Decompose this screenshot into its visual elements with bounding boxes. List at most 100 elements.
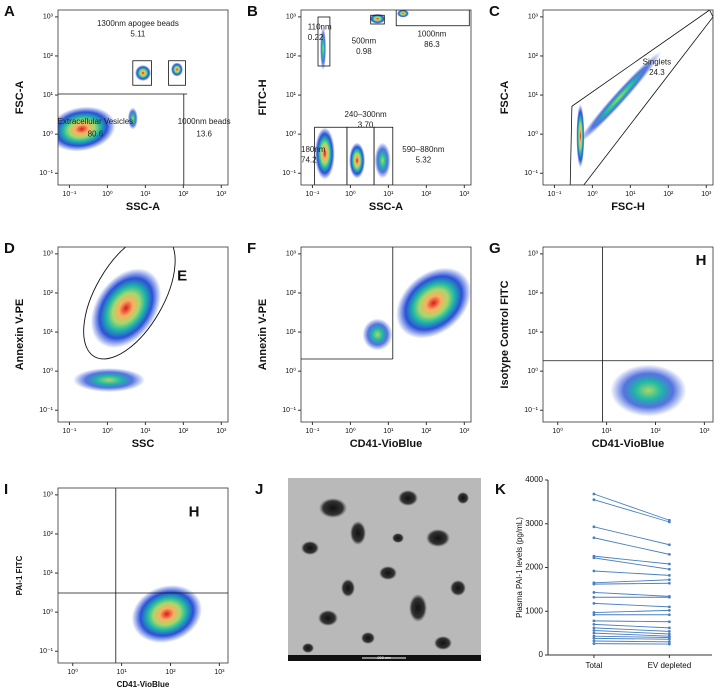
pair-line [593,623,670,629]
gate [569,10,713,185]
density-area [543,247,713,422]
vesicle [450,580,466,596]
panel-letter: A [4,3,15,20]
pair-point [667,605,671,609]
y-tick-label: 10⁰ [527,367,538,375]
x-axis-label: CD41-VioBlue [350,438,423,450]
y-tick-label: 3000 [525,519,543,528]
annotation: 590–880nm [402,145,445,154]
pair-line [593,570,670,576]
x-tick-label: 10² [165,669,176,676]
pair-point [592,611,596,614]
panel-letter: K [495,481,506,498]
pair-line [593,630,670,635]
plot [543,247,713,422]
x-axis-label: SSC-A [369,201,403,213]
x-tick-label: 10⁰ [345,190,356,198]
x-axis-label: SSC-A [126,201,160,213]
plot [314,10,470,185]
pair-line [593,555,670,565]
pair-point [592,498,596,502]
pair-point [592,582,596,586]
x-tick-label: 10¹ [625,191,636,198]
pair-point [667,543,671,547]
x-tick-label: 10¹ [140,191,151,198]
pair-point [667,581,671,585]
density-area [314,10,470,185]
y-tick-label: 2000 [525,563,543,572]
pair-point [667,640,671,644]
plot-frame [57,246,229,423]
pair-point [667,637,671,641]
pair-point [667,520,671,524]
y-tick-label: 10² [43,53,54,60]
x-tick-label: 10⁰ [345,427,356,435]
x-tick-label: Total [585,661,602,670]
x-tick-label: 10³ [459,191,470,198]
annotation: Singlets [643,58,671,67]
x-axis-label: FSC-H [611,201,645,213]
pair-point [667,578,671,582]
density-area [58,60,188,185]
y-axis-label: FSC-A [499,81,511,115]
panel-letter: F [247,240,256,257]
vesicle [319,498,347,518]
y-axis-label: Annexin V-PE [257,299,269,371]
annotation: H [189,503,200,520]
x-tick-label: 10⁻¹ [548,191,562,198]
density-cloud [90,268,162,349]
x-tick-label: 10² [178,191,189,198]
y-tick-label: 10² [43,531,54,538]
pair-point [592,642,596,646]
pair-point [592,601,596,605]
y-tick-label: 10² [43,290,54,297]
y-tick-label: 10⁻¹ [39,648,53,655]
annotation: 5.11 [130,30,146,39]
annotation: 74.2 [301,156,317,165]
y-axis-label: Isotype Control FITC [499,280,511,388]
y-tick-label: 10¹ [286,329,297,336]
annotation: 13.6 [196,129,212,138]
plot [73,247,176,392]
pair-point [667,573,671,577]
plot-frame [300,9,472,186]
x-axis-label: CD41-VioBlue [592,438,665,450]
density-area [73,247,176,392]
vesicle [409,594,427,622]
pair-point [592,536,596,540]
pair-line [593,635,670,638]
pair-line [593,557,670,570]
x-tick-label: 10⁰ [102,190,113,198]
plot [58,488,228,663]
vesicle [398,490,418,506]
x-axis-label: SSC [132,438,155,450]
x-tick-label: 10⁰ [552,427,563,435]
plot-frame [542,246,714,423]
x-tick-label: 10³ [216,428,227,435]
density-area [301,247,471,360]
y-axis-label: Annexin V-PE [14,299,26,371]
y-tick-label: 10¹ [43,329,54,336]
pair-point [667,626,671,630]
pair-point [592,626,596,630]
panel-letter: I [4,481,8,498]
panel-letter: D [4,240,15,257]
x-tick-label: 10⁰ [102,427,113,435]
vesicle [350,521,366,545]
vesicle [361,632,375,644]
density-cloud [73,368,145,392]
y-tick-label: 10³ [43,14,54,21]
density-cloud [58,106,116,152]
x-tick-label: 10⁻¹ [306,191,320,198]
pair-line [593,640,670,643]
y-axis-label: PAI-1 FITC [15,555,24,595]
x-tick-label: 10⁰ [587,190,598,198]
annotation: 3.70 [358,121,374,130]
y-tick-label: 10³ [286,251,297,258]
annotation: 500nm [352,37,377,46]
vesicle [434,636,452,650]
x-tick-label: 10⁻¹ [63,191,77,198]
pair-point [667,642,671,646]
x-tick-label: 10³ [216,191,227,198]
y-tick-label: 10⁰ [527,130,538,138]
